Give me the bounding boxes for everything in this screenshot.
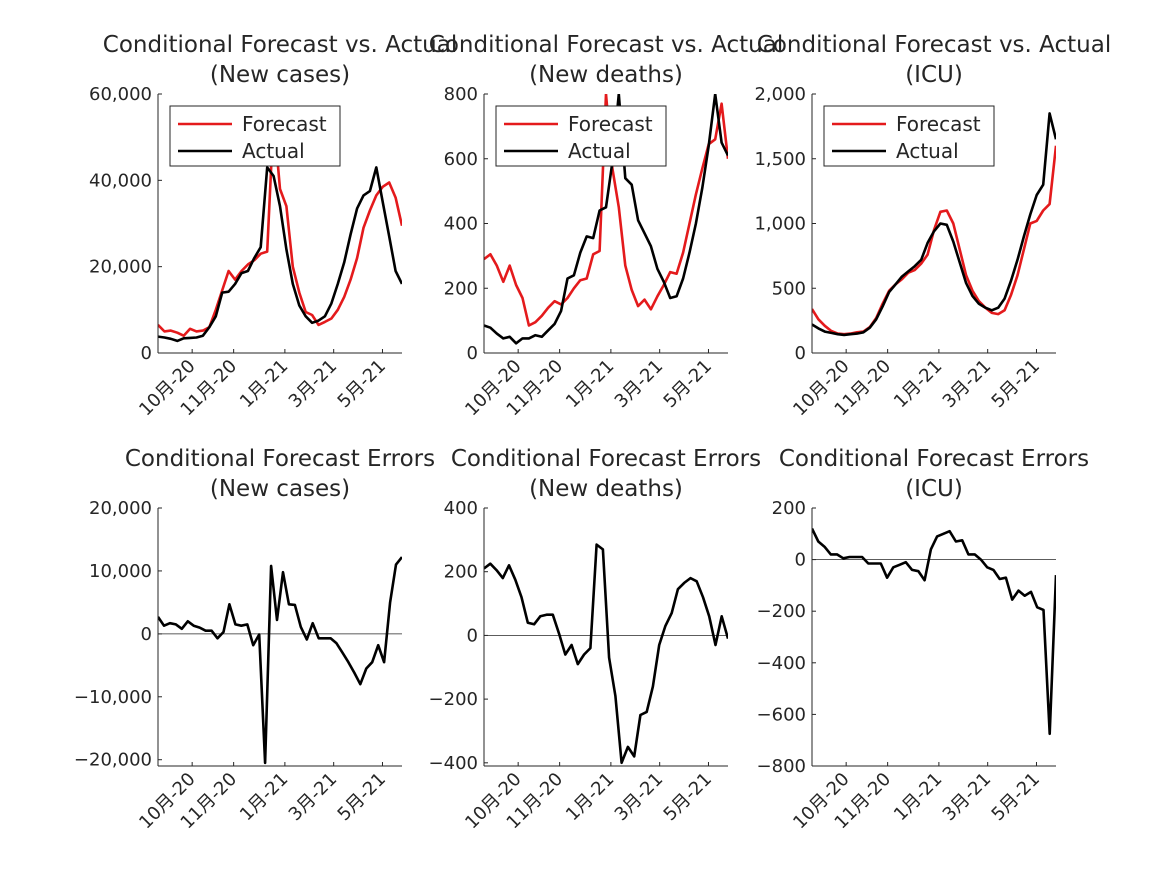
y-tick-label: 500 bbox=[772, 278, 806, 299]
y-tick-label: 0 bbox=[467, 343, 478, 364]
y-tick-label: 60,000 bbox=[89, 84, 152, 105]
y-tick-label: 600 bbox=[444, 149, 478, 170]
chart-title-line-2: (ICU) bbox=[905, 476, 963, 502]
chart-title-line-1: Conditional Forecast Errors bbox=[779, 446, 1089, 472]
y-tick-label: 400 bbox=[444, 214, 478, 235]
series-line-forecast bbox=[484, 94, 728, 327]
x-tick-label: 3月-21 bbox=[285, 356, 341, 412]
x-tick-label: 5月-21 bbox=[334, 769, 390, 825]
chart-title-line-2: (ICU) bbox=[905, 62, 963, 88]
chart-title-line-1: Conditional Forecast vs. Actual bbox=[103, 32, 457, 58]
chart-title-line-2: (New deaths) bbox=[529, 62, 683, 88]
y-tick-label: 40,000 bbox=[89, 170, 152, 191]
legend: Forecast Actual bbox=[823, 105, 995, 167]
y-tick-label: 1,500 bbox=[754, 149, 806, 170]
y-tick-label: 800 bbox=[444, 84, 478, 105]
x-tick-label: 5月-21 bbox=[660, 769, 716, 825]
chart-panel-4: Conditional Forecast Errors (New cases) −2… bbox=[74, 446, 435, 833]
legend-label-forecast: Forecast bbox=[242, 112, 327, 136]
series-line-forecast bbox=[812, 145, 1056, 336]
x-tick-label: 5月-21 bbox=[988, 769, 1044, 825]
x-tick-label: 5月-21 bbox=[988, 356, 1044, 412]
y-tick-label: 400 bbox=[444, 498, 478, 519]
x-tick-label: 1月-21 bbox=[562, 356, 618, 412]
y-tick-label: −400 bbox=[429, 753, 478, 774]
chart-panel-2: Conditional Forecast vs. Actual (New deat… bbox=[429, 32, 783, 420]
y-tick-label: 2,000 bbox=[754, 84, 806, 105]
y-tick-label: 200 bbox=[772, 498, 806, 519]
y-tick-label: −200 bbox=[757, 601, 806, 622]
x-tick-label: 3月-21 bbox=[611, 769, 667, 825]
legend-box bbox=[823, 105, 995, 167]
chart-title-line-1: Conditional Forecast vs. Actual bbox=[757, 32, 1111, 58]
series-line-actual bbox=[812, 112, 1056, 337]
legend-label-actual: Actual bbox=[568, 139, 631, 163]
y-tick-label: −200 bbox=[429, 689, 478, 710]
legend-box bbox=[169, 105, 341, 167]
series-line-error bbox=[812, 528, 1056, 736]
series-line-error bbox=[158, 556, 402, 765]
legend-box bbox=[495, 105, 667, 167]
chart-title-line-2: (New cases) bbox=[210, 62, 350, 88]
y-tick-label: 20,000 bbox=[89, 257, 152, 278]
y-tick-label: 0 bbox=[141, 343, 152, 364]
y-tick-label: −800 bbox=[757, 756, 806, 777]
x-tick-label: 5月-21 bbox=[660, 356, 716, 412]
y-tick-label: 0 bbox=[141, 624, 152, 645]
chart-panel-5: Conditional Forecast Errors (New deaths) −… bbox=[429, 446, 762, 833]
legend: Forecast Actual bbox=[169, 105, 341, 167]
x-tick-label: 3月-21 bbox=[285, 769, 341, 825]
x-tick-label: 3月-21 bbox=[939, 356, 995, 412]
y-tick-label: 200 bbox=[444, 562, 478, 583]
series-line-error bbox=[484, 543, 728, 765]
y-tick-label: 0 bbox=[795, 343, 806, 364]
x-tick-label: 1月-21 bbox=[562, 769, 618, 825]
y-tick-label: 0 bbox=[795, 550, 806, 571]
legend: Forecast Actual bbox=[495, 105, 667, 167]
chart-title-line-1: Conditional Forecast Errors bbox=[451, 446, 761, 472]
x-tick-label: 1月-21 bbox=[890, 356, 946, 412]
chart-title-line-1: Conditional Forecast vs. Actual bbox=[429, 32, 783, 58]
chart-panel-3: Conditional Forecast vs. Actual (ICU) 0 500… bbox=[754, 32, 1111, 420]
x-tick-label: 5月-21 bbox=[334, 356, 390, 412]
series-line-actual bbox=[158, 166, 402, 343]
chart-title-line-1: Conditional Forecast Errors bbox=[125, 446, 435, 472]
x-tick-label: 1月-21 bbox=[890, 769, 946, 825]
y-tick-label: 200 bbox=[444, 278, 478, 299]
x-tick-label: 1月-21 bbox=[236, 769, 292, 825]
x-tick-label: 1月-21 bbox=[236, 356, 292, 412]
y-tick-label: 0 bbox=[467, 625, 478, 646]
y-tick-label: −10,000 bbox=[74, 687, 152, 708]
y-tick-label: 10,000 bbox=[89, 561, 152, 582]
legend-label-forecast: Forecast bbox=[896, 112, 981, 136]
chart-title-line-2: (New deaths) bbox=[529, 476, 683, 502]
chart-panel-6: Conditional Forecast Errors (ICU) −800 −600… bbox=[757, 446, 1090, 833]
series-line-forecast bbox=[158, 114, 402, 338]
series-line-actual bbox=[484, 94, 728, 345]
x-tick-label: 3月-21 bbox=[939, 769, 995, 825]
chart-panel-1: Conditional Forecast vs. Actual (New case… bbox=[89, 32, 457, 420]
x-tick-label: 3月-21 bbox=[611, 356, 667, 412]
y-tick-label: 20,000 bbox=[89, 498, 152, 519]
y-tick-label: −400 bbox=[757, 653, 806, 674]
y-tick-label: −20,000 bbox=[74, 750, 152, 771]
chart-title-line-2: (New cases) bbox=[210, 476, 350, 502]
legend-label-actual: Actual bbox=[896, 139, 959, 163]
legend-label-forecast: Forecast bbox=[568, 112, 653, 136]
y-tick-label: 1,000 bbox=[754, 214, 806, 235]
y-tick-label: −600 bbox=[757, 704, 806, 725]
legend-label-actual: Actual bbox=[242, 139, 305, 163]
